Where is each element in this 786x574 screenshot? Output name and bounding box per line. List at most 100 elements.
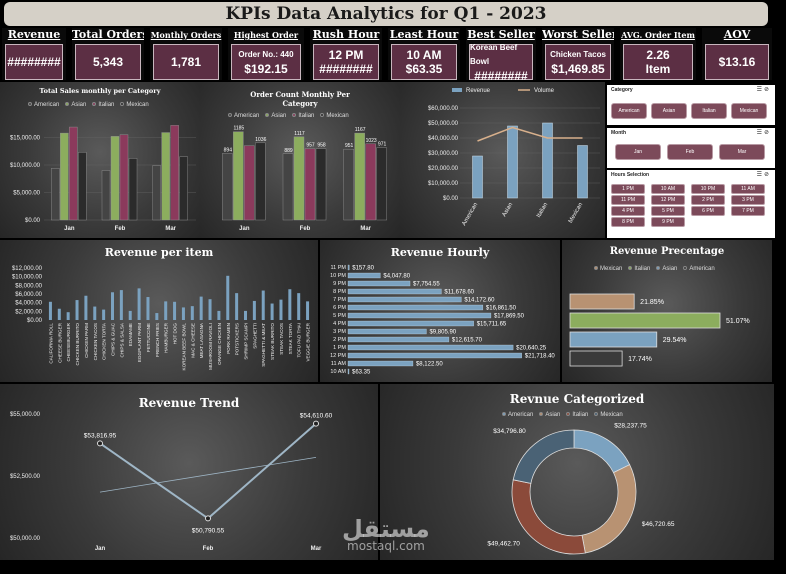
kpi-label: Highest Order	[233, 30, 299, 40]
slicer-hour-11-am[interactable]: 11 AM	[731, 184, 765, 194]
slicer-hour-4-pm[interactable]: 4 PM	[611, 206, 645, 216]
category-slicer[interactable]: Category American Asian Italian Mexican ☰ ⊘	[607, 85, 775, 125]
bar-mexican-mar	[179, 156, 188, 221]
kpi-value: 1,781	[170, 55, 202, 69]
data-label: $21,718.40	[525, 354, 556, 360]
legend-label: American	[34, 102, 60, 108]
filter-clear-icon[interactable]: ☰ ⊘	[756, 86, 769, 93]
kpi-label: Rush Hour	[312, 28, 380, 41]
slicer-month-feb[interactable]: Feb	[667, 144, 713, 160]
bar-hour-1-pm	[347, 344, 514, 351]
data-label: $15,711.65	[477, 322, 507, 328]
y-tick-label: $5,000.00	[13, 191, 40, 197]
slicer-category-american[interactable]: American	[611, 103, 647, 119]
x-tick-label: CHEESE BURGER	[57, 322, 62, 363]
slicer-hour-8-pm[interactable]: 8 PM	[611, 217, 645, 227]
slicer-category-mexican[interactable]: Mexican	[731, 103, 767, 119]
slicer-month-mar[interactable]: Mar	[719, 144, 765, 160]
bar-pct-mexican	[569, 293, 635, 310]
slicer-category-asian[interactable]: Asian	[651, 103, 687, 119]
data-label: 971	[378, 142, 387, 148]
bar-hamburger	[164, 301, 168, 320]
y-tick-label: $8,000.00	[15, 283, 42, 289]
y-tick-label: $52,500.00	[10, 474, 41, 480]
slicer-category-italian[interactable]: Italian	[691, 103, 727, 119]
legend-swatch	[683, 266, 688, 270]
x-tick-label: MUSHROOM RAVIOLI	[208, 323, 213, 370]
slicer-hour-1-pm[interactable]: 1 PM	[611, 184, 645, 194]
bar-italian-mar	[365, 143, 376, 221]
slicer-hour-5-pm[interactable]: 5 PM	[651, 206, 685, 216]
kpi-least-hour: Least Hour 10 AM $63.35	[388, 28, 460, 80]
slicer-hour-2-pm[interactable]: 2 PM	[691, 195, 725, 205]
data-label: 958	[317, 143, 326, 149]
x-tick-label: CALIFORNIA ROLL	[48, 323, 53, 364]
bar-revenue-asian	[507, 125, 518, 199]
kpi-subvalue: $192.15	[244, 62, 288, 76]
y-tick-label: $60,000.00	[428, 106, 459, 112]
sales-monthly-chart: $0.00 $5,000.00 $10,000.00 $15,000.00 Jan Feb…	[10, 125, 196, 232]
kpi-value-box: 1,781	[153, 44, 219, 80]
y-tick-label: 4 PM	[333, 321, 346, 327]
filter-clear-icon[interactable]: ☰ ⊘	[756, 129, 769, 136]
data-label: $34,796.80	[493, 428, 526, 435]
slicer-hour-7-pm[interactable]: 7 PM	[731, 206, 765, 216]
bar-hour-2-pm	[347, 336, 450, 343]
x-tick-label: MEAT LASAGNA	[199, 322, 204, 358]
x-tick-label: SHRIMP SCAMPI	[244, 323, 249, 360]
bar-american-mar	[343, 148, 354, 221]
kpi-subvalue: Item	[645, 62, 671, 76]
filter-clear-icon[interactable]: ☰ ⊘	[756, 171, 769, 178]
bar-edamame	[128, 310, 132, 320]
slicer-hour-10-am[interactable]: 10 AM	[651, 184, 685, 194]
x-tick-label: POTSTICKERS	[235, 323, 240, 355]
slicer-hour-10-pm[interactable]: 10 PM	[691, 184, 725, 194]
slicer-hour-11-pm[interactable]: 11 PM	[611, 195, 645, 205]
bar-pct-italian	[569, 312, 721, 329]
bar-american-feb	[101, 170, 111, 221]
slicer-hour-9-pm[interactable]: 9 PM	[651, 217, 685, 227]
hours-slicer[interactable]: Hours Selection 1 PM 10 AM 10 PM 11 AM 11 PM…	[607, 170, 775, 238]
bar-revenue-mexican	[577, 145, 588, 199]
data-label: $14,172.60	[464, 298, 495, 304]
kpi-value: 10 AM	[406, 48, 442, 62]
bar-fettuccine	[146, 297, 150, 320]
order-count-panel: Order Count Monthly Per Category America…	[200, 82, 400, 238]
revenue-cat-chart: $28,237.75 $46,720.65 $49,462.70 $34,796.80	[487, 422, 675, 555]
bar-california-roll	[48, 301, 52, 320]
kpi-worst-seller: Worst Seller Chicken Tacos $1,469.85	[542, 28, 614, 80]
x-tick-label: STEAK TACOS	[279, 323, 284, 355]
legend-label: Mexican	[600, 412, 623, 418]
revenue-hourly-panel: Revenue Hourly 11 PM $157.80 10 PM $4,047.8…	[320, 240, 560, 382]
bar-hour-11-pm	[347, 264, 350, 271]
kpi-rush-hour: Rush Hour 12 PM ########	[310, 28, 382, 80]
revenue-pct-panel: Revenue Precentage Mexican Italian Asian Am…	[562, 240, 772, 382]
kpi-value-box: 12 PM ########	[313, 44, 379, 80]
slice-asian	[581, 464, 637, 554]
slicer-hour-12-pm[interactable]: 12 PM	[651, 195, 685, 205]
x-tick-label: SPAGHETTI	[252, 323, 257, 349]
slicer-hour-6-pm[interactable]: 6 PM	[691, 206, 725, 216]
dashboard-title: KPIs Data Analytics for Q1 - 2023	[4, 2, 768, 26]
kpi-value-box: 10 AM $63.35	[391, 44, 457, 80]
legend-swatch	[320, 113, 325, 117]
bar-american-jan	[222, 153, 233, 221]
revenue-hourly-title: Revenue Hourly	[390, 246, 490, 259]
y-tick-label: 3 PM	[333, 329, 346, 335]
slicer-hour-3-pm[interactable]: 3 PM	[731, 195, 765, 205]
bar-chicken-torta	[102, 309, 106, 320]
slicer-month-jan[interactable]: Jan	[615, 144, 661, 160]
bar-cheese-burger	[57, 308, 61, 320]
legend-label: Asian	[545, 412, 561, 418]
bar-hour-12-pm	[347, 352, 522, 359]
legend-swatch	[92, 102, 97, 106]
month-slicer[interactable]: Month Jan Feb Mar ☰ ⊘	[607, 128, 775, 168]
revenue-volume-panel: $0.00 $10,000.00 $20,000.00 $30,000.00 $40,0…	[400, 82, 605, 238]
bar-eggplant-parm	[137, 288, 141, 320]
bar-mexican-jan	[78, 152, 87, 221]
data-label: 21.85%	[640, 299, 664, 306]
bar-mac-cheese	[190, 306, 194, 320]
bar-hour-10-pm	[347, 272, 381, 279]
bar-american-mar	[152, 165, 161, 221]
x-tick-label: EGGPLANT PARM	[137, 323, 142, 362]
